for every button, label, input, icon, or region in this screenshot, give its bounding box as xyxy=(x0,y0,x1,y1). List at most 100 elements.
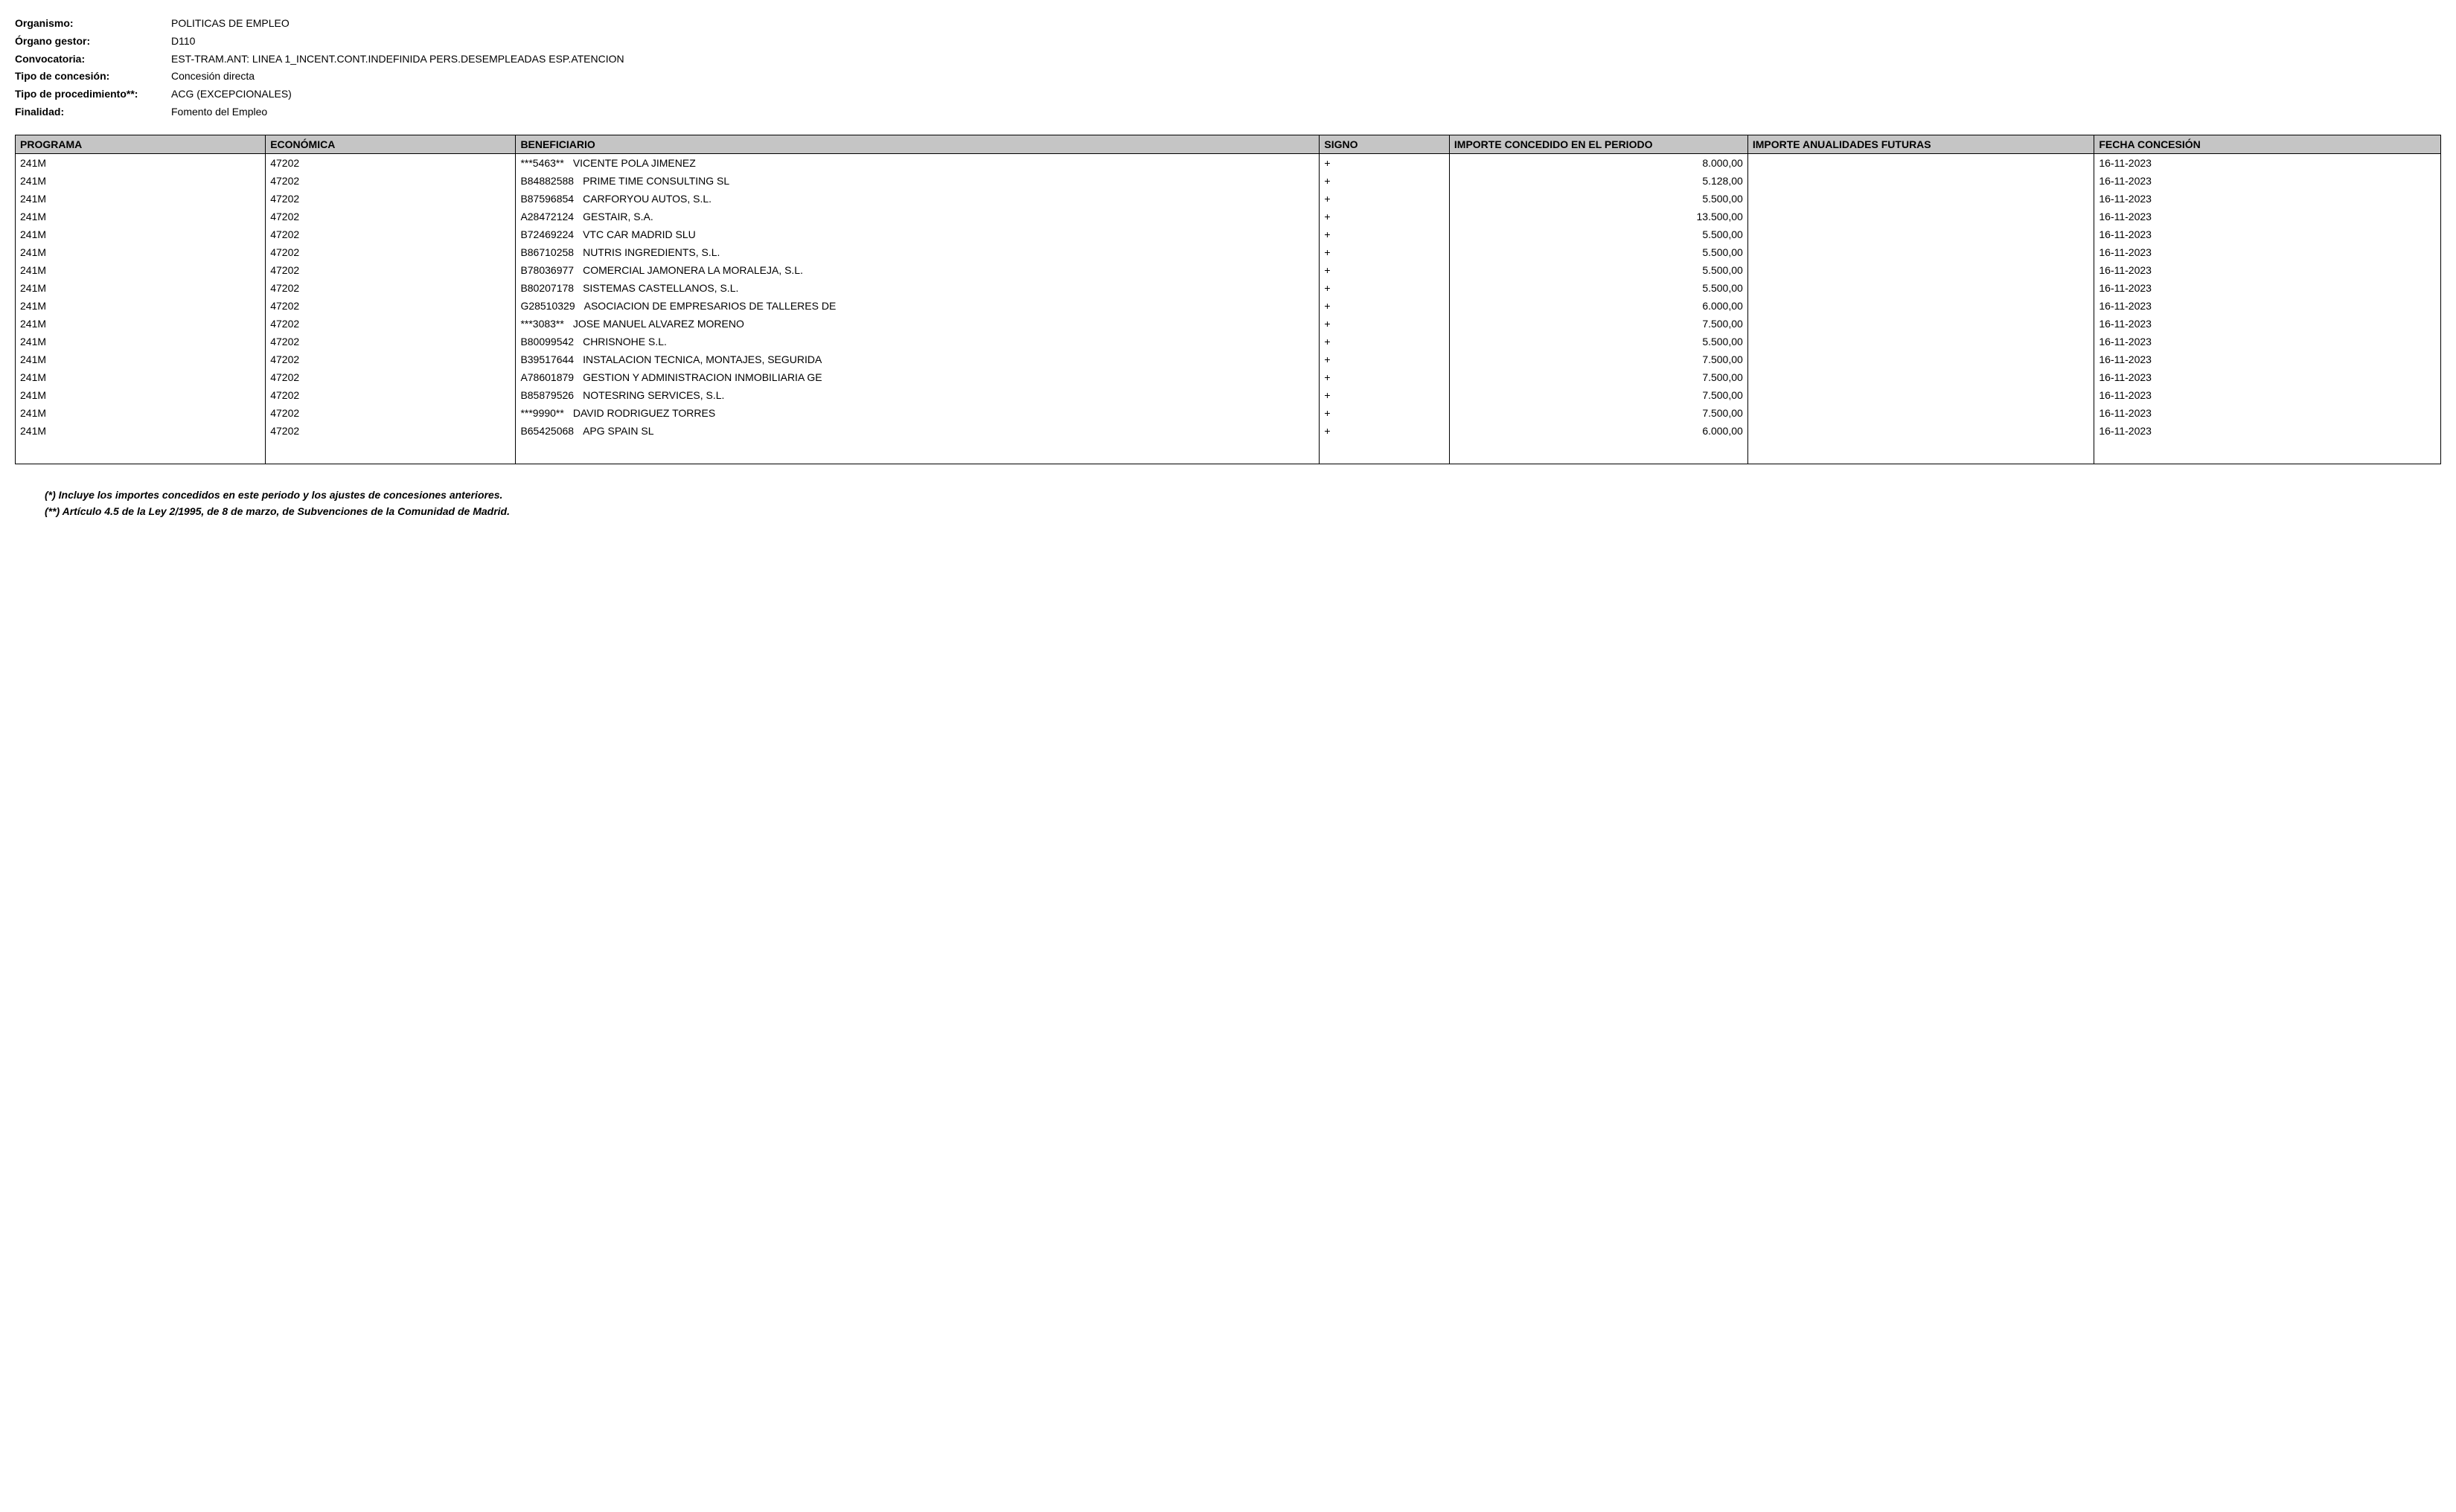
cell-importe-periodo: 5.500,00 xyxy=(1449,243,1747,261)
cell-beneficiario: A28472124GESTAIR, S.A. xyxy=(516,208,1320,225)
cell-beneficiario: B84882588PRIME TIME CONSULTING SL xyxy=(516,172,1320,190)
meta-row-tipo-concesion: Tipo de concesión: Concesión directa xyxy=(15,68,2441,86)
beneficiario-name: CHRISNOHE S.L. xyxy=(583,336,1314,347)
cell-fecha: 16-11-2023 xyxy=(2094,225,2441,243)
cell-importe-periodo: 6.000,00 xyxy=(1449,422,1747,464)
beneficiario-name: INSTALACION TECNICA, MONTAJES, SEGURIDA xyxy=(583,353,1314,365)
table-row: 241M47202***9990**DAVID RODRIGUEZ TORRES… xyxy=(16,404,2441,422)
beneficiario-name: DAVID RODRIGUEZ TORRES xyxy=(573,407,1315,419)
concessions-table: PROGRAMA ECONÓMICA BENEFICIARIO SIGNO IM… xyxy=(15,135,2441,464)
cell-signo: + xyxy=(1320,368,1450,386)
cell-beneficiario: B39517644INSTALACION TECNICA, MONTAJES, … xyxy=(516,350,1320,368)
cell-signo: + xyxy=(1320,422,1450,464)
cell-programa: 241M xyxy=(16,315,266,333)
cell-beneficiario: ***3083**JOSE MANUEL ALVAREZ MORENO xyxy=(516,315,1320,333)
beneficiario-nif: ***3083** xyxy=(520,318,563,330)
cell-fecha: 16-11-2023 xyxy=(2094,279,2441,297)
cell-fecha: 16-11-2023 xyxy=(2094,333,2441,350)
cell-signo: + xyxy=(1320,333,1450,350)
cell-importe-futuras xyxy=(1747,243,2094,261)
beneficiario-name: GESTION Y ADMINISTRACION INMOBILIARIA GE xyxy=(583,371,1314,383)
beneficiario-nif: B80207178 xyxy=(520,282,574,294)
cell-beneficiario: A78601879GESTION Y ADMINISTRACION INMOBI… xyxy=(516,368,1320,386)
cell-programa: 241M xyxy=(16,208,266,225)
meta-value: D110 xyxy=(171,33,2441,51)
meta-label: Organismo: xyxy=(15,15,171,33)
cell-beneficiario: G28510329 ASOCIACION DE EMPRESARIOS DE TA… xyxy=(516,297,1320,315)
cell-fecha: 16-11-2023 xyxy=(2094,350,2441,368)
cell-signo: + xyxy=(1320,350,1450,368)
cell-signo: + xyxy=(1320,279,1450,297)
cell-signo: + xyxy=(1320,172,1450,190)
cell-fecha: 16-11-2023 xyxy=(2094,404,2441,422)
cell-economica: 47202 xyxy=(266,243,516,261)
cell-importe-futuras xyxy=(1747,208,2094,225)
cell-importe-periodo: 5.500,00 xyxy=(1449,261,1747,279)
cell-economica: 47202 xyxy=(266,386,516,404)
meta-label: Finalidad: xyxy=(15,103,171,121)
table-row: 241M47202***5463**VICENTE POLA JIMENEZ+8… xyxy=(16,153,2441,172)
cell-economica: 47202 xyxy=(266,404,516,422)
meta-row-organo-gestor: Órgano gestor: D110 xyxy=(15,33,2441,51)
cell-programa: 241M xyxy=(16,172,266,190)
cell-importe-periodo: 7.500,00 xyxy=(1449,315,1747,333)
beneficiario-name: ASOCIACION DE EMPRESARIOS DE TALLERES DE xyxy=(584,300,1315,312)
cell-beneficiario: B87596854CARFORYOU AUTOS, S.L. xyxy=(516,190,1320,208)
footnote-2: (**) Artículo 4.5 de la Ley 2/1995, de 8… xyxy=(45,503,2441,519)
meta-row-tipo-procedimiento: Tipo de procedimiento**: ACG (EXCEPCIONA… xyxy=(15,86,2441,103)
cell-beneficiario: ***5463**VICENTE POLA JIMENEZ xyxy=(516,153,1320,172)
cell-fecha: 16-11-2023 xyxy=(2094,261,2441,279)
table-row: 241M47202B86710258NUTRIS INGREDIENTS, S.… xyxy=(16,243,2441,261)
meta-row-organismo: Organismo: POLITICAS DE EMPLEO xyxy=(15,15,2441,33)
table-row: 241M47202B65425068APG SPAIN SL+6.000,001… xyxy=(16,422,2441,464)
cell-importe-futuras xyxy=(1747,386,2094,404)
beneficiario-nif: G28510329 xyxy=(520,300,575,312)
beneficiario-nif: ***5463** xyxy=(520,157,563,169)
cell-importe-periodo: 5.128,00 xyxy=(1449,172,1747,190)
beneficiario-nif: B65425068 xyxy=(520,425,574,437)
cell-fecha: 16-11-2023 xyxy=(2094,368,2441,386)
beneficiario-name: CARFORYOU AUTOS, S.L. xyxy=(583,193,1314,205)
cell-programa: 241M xyxy=(16,422,266,464)
beneficiario-nif: B85879526 xyxy=(520,389,574,401)
cell-economica: 47202 xyxy=(266,297,516,315)
cell-importe-futuras xyxy=(1747,350,2094,368)
table-row: 241M47202B78036977COMERCIAL JAMONERA LA … xyxy=(16,261,2441,279)
cell-beneficiario: B80207178SISTEMAS CASTELLANOS, S.L. xyxy=(516,279,1320,297)
cell-importe-periodo: 7.500,00 xyxy=(1449,386,1747,404)
table-row: 241M47202***3083**JOSE MANUEL ALVAREZ MO… xyxy=(16,315,2441,333)
cell-signo: + xyxy=(1320,153,1450,172)
cell-fecha: 16-11-2023 xyxy=(2094,243,2441,261)
cell-importe-periodo: 5.500,00 xyxy=(1449,225,1747,243)
beneficiario-name: PRIME TIME CONSULTING SL xyxy=(583,175,1314,187)
table-row: 241M47202B85879526NOTESRING SERVICES, S.… xyxy=(16,386,2441,404)
beneficiario-nif: B86710258 xyxy=(520,246,574,258)
metadata-block: Organismo: POLITICAS DE EMPLEO Órgano ge… xyxy=(15,15,2441,121)
cell-programa: 241M xyxy=(16,333,266,350)
meta-row-convocatoria: Convocatoria: EST-TRAM.ANT: LINEA 1_INCE… xyxy=(15,51,2441,68)
cell-signo: + xyxy=(1320,208,1450,225)
cell-importe-periodo: 5.500,00 xyxy=(1449,279,1747,297)
cell-economica: 47202 xyxy=(266,315,516,333)
cell-importe-futuras xyxy=(1747,315,2094,333)
beneficiario-name: NUTRIS INGREDIENTS, S.L. xyxy=(583,246,1314,258)
cell-importe-periodo: 5.500,00 xyxy=(1449,333,1747,350)
table-header-row: PROGRAMA ECONÓMICA BENEFICIARIO SIGNO IM… xyxy=(16,135,2441,153)
cell-importe-futuras xyxy=(1747,297,2094,315)
footnote-1: (*) Incluye los importes concedidos en e… xyxy=(45,487,2441,503)
meta-value: Concesión directa xyxy=(171,68,2441,86)
cell-importe-periodo: 6.000,00 xyxy=(1449,297,1747,315)
cell-importe-futuras xyxy=(1747,422,2094,464)
beneficiario-nif: B78036977 xyxy=(520,264,574,276)
cell-programa: 241M xyxy=(16,368,266,386)
cell-importe-periodo: 5.500,00 xyxy=(1449,190,1747,208)
cell-economica: 47202 xyxy=(266,333,516,350)
table-row: 241M47202B72469224VTC CAR MADRID SLU+5.5… xyxy=(16,225,2441,243)
cell-signo: + xyxy=(1320,315,1450,333)
th-importe-futuras: IMPORTE ANUALIDADES FUTURAS xyxy=(1747,135,2094,153)
meta-row-finalidad: Finalidad: Fomento del Empleo xyxy=(15,103,2441,121)
cell-fecha: 16-11-2023 xyxy=(2094,190,2441,208)
cell-programa: 241M xyxy=(16,279,266,297)
cell-fecha: 16-11-2023 xyxy=(2094,315,2441,333)
beneficiario-nif: A28472124 xyxy=(520,211,574,222)
